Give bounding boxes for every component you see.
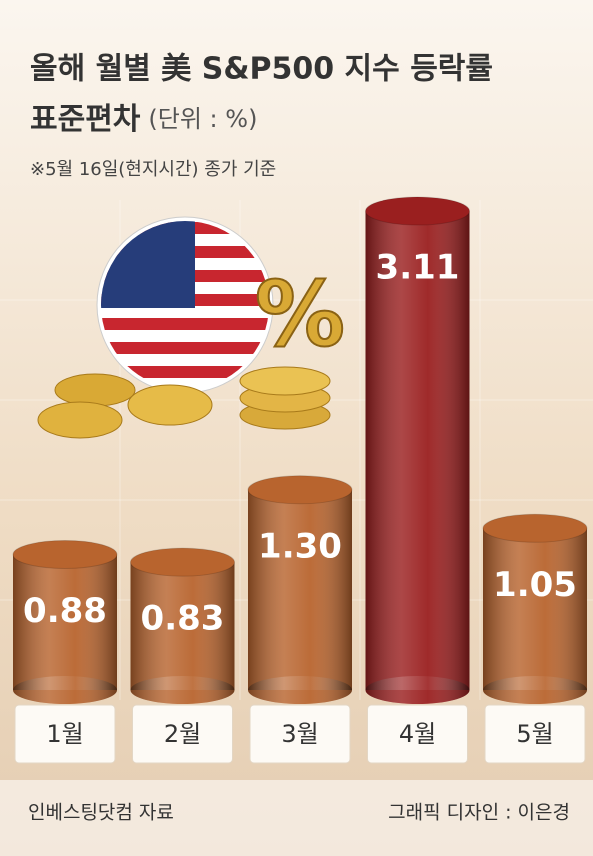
illustration: % — [37, 216, 346, 439]
bar-shade — [483, 528, 587, 690]
category-box — [249, 704, 351, 764]
value-label: 1.05 — [493, 565, 577, 605]
category-box — [367, 704, 468, 764]
bar-bottom-shade — [13, 676, 117, 704]
category-label: 2월 — [164, 720, 201, 748]
bar-shade — [248, 489, 352, 690]
category-label: 5월 — [516, 720, 553, 748]
category-label: 4월 — [399, 720, 436, 748]
bar-top — [247, 475, 353, 505]
bar-top — [365, 196, 470, 226]
bar-bottom-shade — [248, 676, 352, 704]
bar-top — [482, 513, 588, 543]
value-label: 0.83 — [141, 599, 225, 639]
note: ※5월 16일(현지시간) 종가 기준 — [30, 159, 276, 180]
title-line: 표준편차 (단위 : %) — [30, 102, 257, 137]
bar-shade — [365, 211, 470, 690]
value-label: 3.11 — [376, 248, 460, 288]
unit: (단위 : %) — [148, 105, 257, 133]
value-label: 0.88 — [23, 591, 107, 631]
title-line: 올해 월별 美 S&P500 지수 등락률 — [30, 52, 493, 87]
category-label: 1월 — [46, 720, 83, 748]
bar-top — [130, 547, 235, 577]
value-label: 1.30 — [258, 526, 342, 566]
bar-bottom-shade — [130, 676, 235, 704]
svg-text:%: % — [255, 262, 345, 367]
category-box — [132, 704, 233, 764]
category-box — [484, 704, 586, 764]
title-line: 표준편차 — [30, 102, 141, 137]
category-label: 3월 — [281, 720, 318, 748]
source: 인베스팅닷컴 자료 — [28, 802, 174, 824]
bar-shade — [130, 562, 235, 690]
bar-bottom-shade — [483, 676, 587, 704]
footer-band — [0, 780, 593, 856]
bar-shade — [13, 554, 117, 690]
bar-bottom-shade — [365, 676, 470, 704]
bar-top — [12, 539, 118, 569]
category-box — [14, 704, 116, 764]
credit: 그래픽 디자인 : 이은경 — [388, 802, 570, 824]
